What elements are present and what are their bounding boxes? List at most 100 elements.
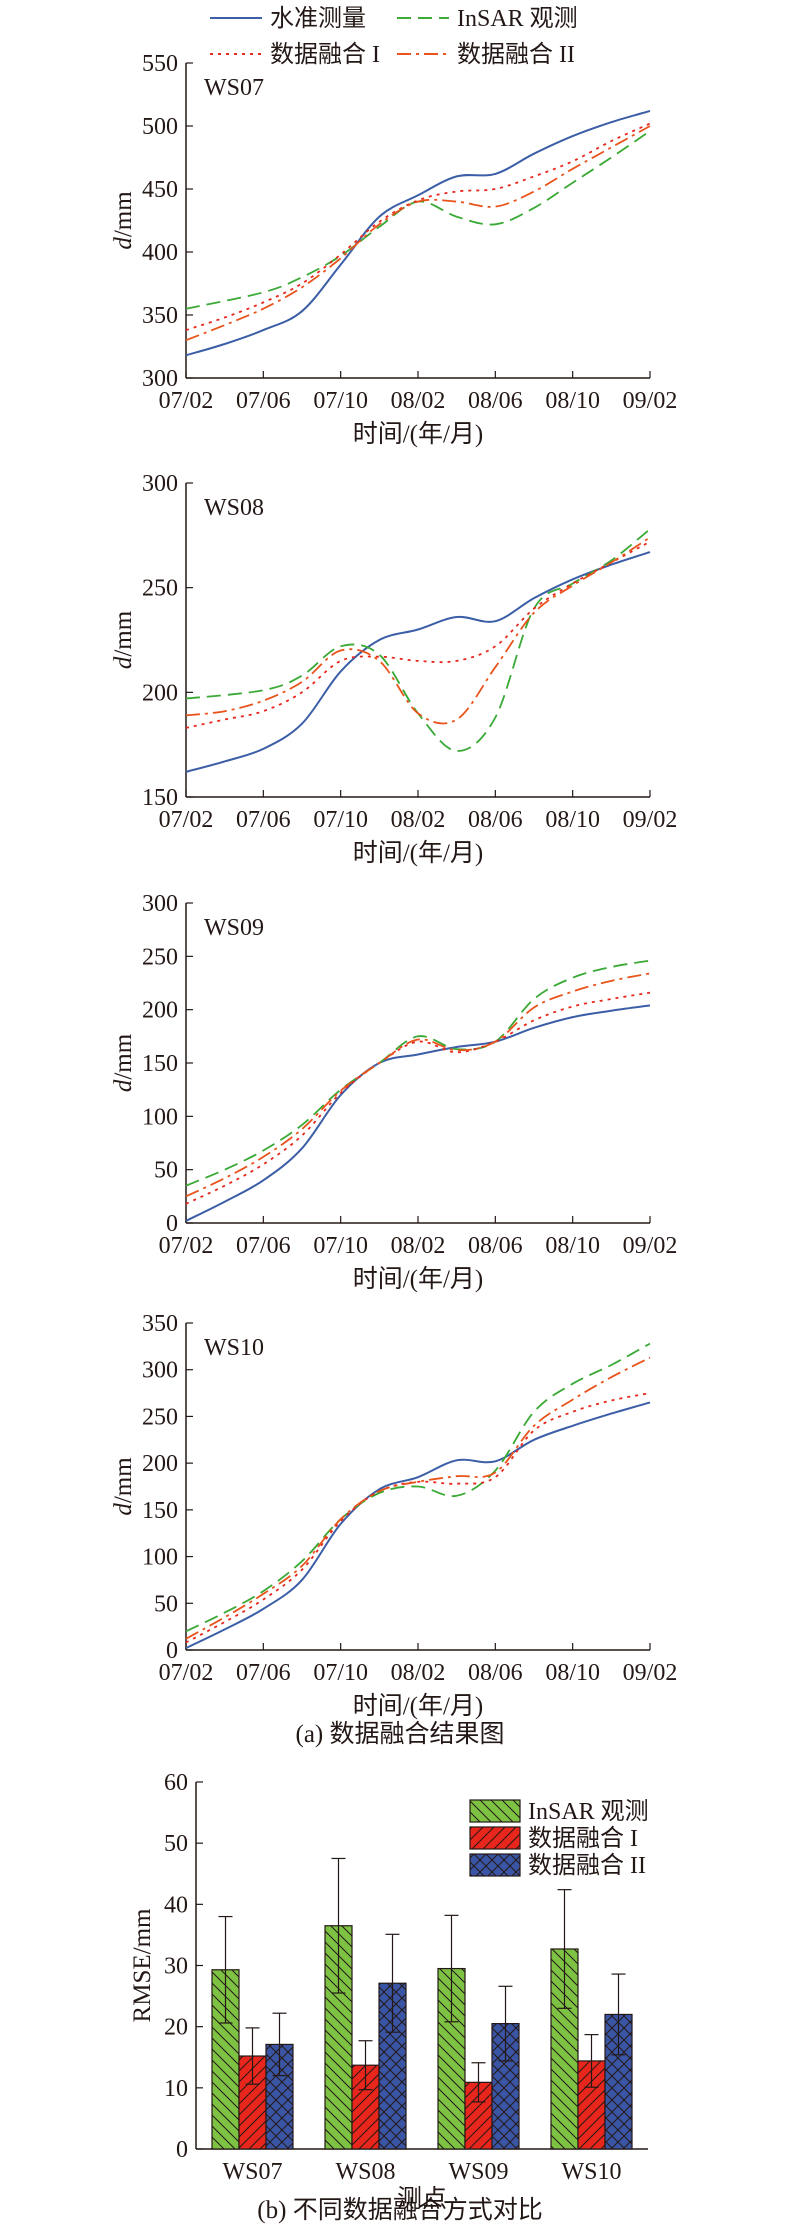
y-axis-label: d/mm bbox=[110, 610, 137, 669]
x-tick-label: 07/06 bbox=[236, 807, 291, 833]
bar-legend-hatch bbox=[469, 1799, 521, 1823]
x-tick-label: 07/10 bbox=[313, 388, 368, 414]
x-tick-label: 08/06 bbox=[468, 807, 523, 833]
y-tick-label: 350 bbox=[142, 303, 178, 329]
y-tick-label: 450 bbox=[142, 177, 178, 203]
caption-a: (a) 数据融合结果图 bbox=[296, 1720, 505, 1748]
x-tick-label: 07/02 bbox=[159, 807, 214, 833]
y-tick-label: 550 bbox=[142, 51, 178, 77]
bar-legend-label: InSAR 观测 bbox=[528, 1798, 649, 1825]
line-panel-WS08: 150 200 250 300 07/02 07/06 07/10 08/02 08/06 08/… bbox=[110, 471, 677, 867]
y-axis-label: RMSE/mm bbox=[129, 1908, 156, 2022]
bar-legend-hatch bbox=[469, 1826, 521, 1850]
category-label: WS10 bbox=[562, 2159, 622, 2185]
y-tick-label: 250 bbox=[142, 944, 178, 970]
y-tick-label: 100 bbox=[142, 1545, 178, 1571]
x-tick-label: 07/10 bbox=[313, 1233, 368, 1259]
y-tick-label: 50 bbox=[154, 1158, 178, 1184]
x-tick-label: 07/10 bbox=[313, 1660, 368, 1686]
y-axis-label: d/mm bbox=[110, 191, 137, 250]
series-line-level bbox=[185, 109, 651, 357]
bar-hatch bbox=[550, 1948, 579, 2150]
y-axis-label-unit: /mm bbox=[110, 191, 137, 237]
line-panel-WS09: 0 50 100 150 200 250 300 07/02 07/06 07/10 08/02 08… bbox=[110, 891, 677, 1293]
series-line-insar bbox=[185, 959, 651, 1187]
y-tick-label: 250 bbox=[142, 1404, 178, 1430]
y-tick-label: 300 bbox=[142, 891, 178, 917]
x-tick-label: 07/06 bbox=[236, 1660, 291, 1686]
x-tick-label: 08/02 bbox=[391, 1233, 446, 1259]
x-tick-label: 08/10 bbox=[545, 807, 600, 833]
y-tick-label: 50 bbox=[164, 1831, 188, 1857]
x-tick-label: 08/10 bbox=[545, 1660, 600, 1686]
panel-label: WS09 bbox=[204, 915, 264, 941]
y-tick-label: 200 bbox=[142, 1451, 178, 1477]
y-tick-label: 0 bbox=[166, 1211, 178, 1237]
y-axis-label-var: d bbox=[110, 1503, 137, 1516]
y-tick-label: 500 bbox=[142, 114, 178, 140]
y-axis-label: d/mm bbox=[110, 1033, 137, 1092]
y-tick-label: 300 bbox=[142, 471, 178, 497]
category-label: WS07 bbox=[223, 2159, 283, 2185]
legend-label: 水准测量 bbox=[270, 5, 366, 32]
y-tick-label: 40 bbox=[164, 1892, 188, 1918]
x-tick-label: 09/02 bbox=[623, 1233, 678, 1259]
x-tick-label: 08/06 bbox=[468, 1233, 523, 1259]
y-tick-label: 0 bbox=[176, 2137, 188, 2163]
y-axis-label-var: d bbox=[110, 656, 137, 669]
series-line-insar bbox=[185, 528, 651, 752]
category-label: WS08 bbox=[336, 2159, 396, 2185]
x-tick-label: 09/02 bbox=[623, 388, 678, 414]
x-tick-label: 09/02 bbox=[623, 1660, 678, 1686]
y-tick-label: 100 bbox=[142, 1104, 178, 1130]
line-panel-WS10: 0 50 100 150 200 250 300 350 07/02 07/06 07/10 08/0… bbox=[110, 1311, 677, 1720]
y-axis-label-unit: /mm bbox=[110, 1033, 137, 1079]
bar-legend-label: 数据融合 I bbox=[528, 1825, 638, 1852]
x-tick-label: 08/02 bbox=[391, 1660, 446, 1686]
y-axis-label-unit: /mm bbox=[110, 610, 137, 656]
y-tick-label: 0 bbox=[166, 1638, 178, 1664]
y-axis-label-var: d bbox=[110, 237, 137, 250]
y-tick-label: 350 bbox=[142, 1311, 178, 1337]
bar-legend-label: 数据融合 II bbox=[528, 1852, 646, 1879]
x-axis-label: 测点 bbox=[397, 2185, 447, 2213]
series-line-fusion1 bbox=[185, 991, 651, 1205]
y-tick-label: 150 bbox=[142, 1051, 178, 1077]
x-tick-label: 07/10 bbox=[313, 807, 368, 833]
x-tick-label: 07/06 bbox=[236, 1233, 291, 1259]
series-line-fusion1 bbox=[185, 122, 651, 331]
category-label: WS09 bbox=[449, 2159, 509, 2185]
x-tick-label: 08/06 bbox=[468, 388, 523, 414]
y-tick-label: 50 bbox=[154, 1591, 178, 1617]
panel-label: WS10 bbox=[204, 1335, 264, 1361]
x-tick-label: 07/02 bbox=[159, 388, 214, 414]
y-tick-label: 150 bbox=[142, 1498, 178, 1524]
series-line-fusion2 bbox=[185, 125, 651, 342]
x-tick-label: 08/02 bbox=[391, 807, 446, 833]
x-tick-label: 07/06 bbox=[236, 388, 291, 414]
x-tick-label: 08/06 bbox=[468, 1660, 523, 1686]
x-tick-label: 08/10 bbox=[545, 388, 600, 414]
series-line-fusion1 bbox=[185, 540, 651, 729]
series-line-fusion2 bbox=[185, 972, 651, 1198]
y-tick-label: 400 bbox=[142, 240, 178, 266]
y-tick-label: 20 bbox=[164, 2015, 188, 2041]
legend-label: 数据融合 I bbox=[270, 41, 380, 68]
line-panel-WS07: 300 350 400 450 500 550 07/02 07/06 07/10 08/02 08… bbox=[110, 51, 677, 448]
series-line-fusion2 bbox=[185, 1356, 651, 1640]
y-tick-label: 200 bbox=[142, 998, 178, 1024]
x-axis-label: 时间/(年/月) bbox=[353, 1265, 484, 1293]
y-tick-label: 300 bbox=[142, 366, 178, 392]
y-tick-label: 300 bbox=[142, 1358, 178, 1384]
series-line-fusion1 bbox=[185, 1392, 651, 1644]
y-axis-label-unit: /mm bbox=[110, 1457, 137, 1503]
x-axis-label: 时间/(年/月) bbox=[353, 1692, 484, 1720]
y-tick-label: 10 bbox=[164, 2076, 188, 2102]
legend-label: InSAR 观测 bbox=[457, 5, 578, 32]
x-axis-label: 时间/(年/月) bbox=[353, 839, 484, 867]
panel-label: WS08 bbox=[204, 495, 264, 521]
x-tick-label: 07/02 bbox=[159, 1660, 214, 1686]
panel-label: WS07 bbox=[204, 75, 264, 101]
